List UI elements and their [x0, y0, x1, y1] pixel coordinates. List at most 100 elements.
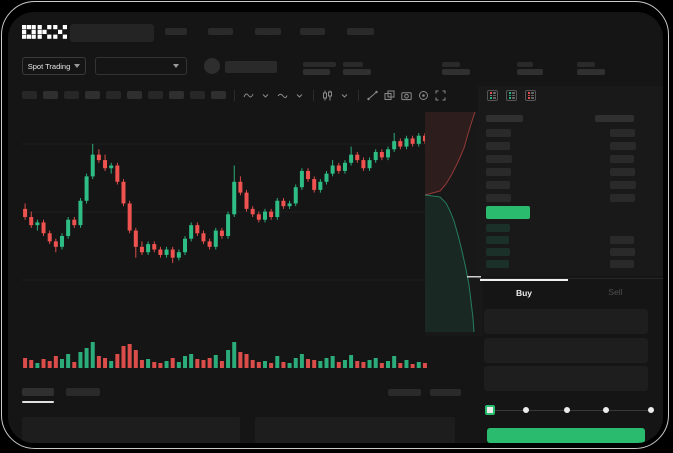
sell-tab-label: Sell	[608, 287, 623, 297]
ask-price[interactable]	[486, 194, 511, 202]
ask-price[interactable]	[486, 155, 512, 163]
bid-amount	[610, 260, 634, 268]
chevron-down-icon[interactable]	[260, 90, 271, 101]
compare-icon[interactable]	[384, 90, 395, 101]
active-tab-underline	[22, 401, 54, 403]
chevron-down-icon[interactable]	[294, 90, 305, 101]
timeframe-button-7[interactable]	[148, 91, 163, 99]
timeframe-button-6[interactable]	[127, 91, 142, 99]
market-type-selector[interactable]: Spot Trading	[22, 57, 86, 75]
bid-price[interactable]	[486, 248, 510, 256]
tab-buy[interactable]: Buy	[480, 279, 568, 305]
line-tool-icon[interactable]	[367, 90, 378, 101]
order-book-price-header	[486, 115, 523, 122]
timeframe-button-8[interactable]	[169, 91, 184, 99]
chart-toolbar	[22, 88, 446, 102]
trade-tabs: Buy Sell	[478, 278, 663, 305]
toolbar-divider	[234, 89, 235, 101]
timeframe-button-5[interactable]	[106, 91, 121, 99]
stat-label-2	[343, 62, 363, 67]
depth-chart	[424, 111, 482, 333]
chevron-down-icon	[74, 64, 81, 68]
ask-price[interactable]	[486, 168, 511, 176]
tab-sell[interactable]: Sell	[570, 279, 661, 305]
timeframe-button-3[interactable]	[64, 91, 79, 99]
bid-price[interactable]	[486, 224, 510, 232]
total-input[interactable]	[484, 366, 648, 391]
order-book-amount-header	[595, 115, 634, 122]
ask-amount	[610, 181, 636, 189]
bottom-panel-2	[255, 417, 455, 443]
book-bids-only-icon[interactable]	[506, 90, 517, 101]
stat-label-1	[303, 62, 336, 67]
slider-stop-2[interactable]	[523, 407, 529, 413]
nav-item-2[interactable]	[208, 28, 233, 35]
stat-value-3	[442, 69, 470, 75]
app-window: Spot Trading	[8, 12, 663, 443]
buy-submit-button[interactable]	[487, 428, 645, 443]
amount-slider-handle[interactable]	[485, 405, 495, 415]
timeframe-button-2[interactable]	[43, 91, 58, 99]
candlestick-chart[interactable]	[22, 108, 428, 340]
book-combined-icon[interactable]	[487, 90, 498, 101]
ask-amount	[610, 168, 635, 176]
ask-price[interactable]	[486, 129, 511, 137]
stat-label-5	[577, 62, 595, 67]
slider-stop-4[interactable]	[603, 407, 609, 413]
buy-tab-label: Buy	[515, 288, 533, 298]
camera-icon[interactable]	[401, 90, 412, 101]
amount-input[interactable]	[484, 338, 648, 363]
bottom-panel-1	[22, 417, 240, 443]
pair-selector-dropdown[interactable]	[95, 57, 187, 75]
indicator-wave-icon[interactable]	[243, 90, 254, 101]
slider-stop-3[interactable]	[564, 407, 570, 413]
pair-avatar	[204, 58, 220, 74]
price-input[interactable]	[484, 309, 648, 334]
timeframe-button-1[interactable]	[22, 91, 37, 99]
nav-item-4[interactable]	[300, 28, 325, 35]
depth-chart-panel	[424, 111, 483, 336]
ask-price[interactable]	[486, 181, 510, 189]
stat-label-4	[517, 62, 533, 67]
overlay-wave-icon[interactable]	[277, 90, 288, 101]
bottom-tab-1[interactable]	[22, 388, 54, 396]
trade-side-panel: Buy Sell	[478, 12, 663, 443]
nav-item-3[interactable]	[255, 28, 281, 35]
ask-amount	[610, 129, 635, 137]
nav-item-1[interactable]	[165, 28, 187, 35]
toolbar-divider	[313, 89, 314, 101]
bottom-action-2[interactable]	[430, 389, 461, 396]
toolbar-divider	[358, 89, 359, 101]
bid-price[interactable]	[486, 236, 509, 244]
ask-amount	[610, 142, 636, 150]
stat-value-5	[577, 69, 605, 75]
bid-price[interactable]	[486, 260, 509, 268]
search-input[interactable]	[70, 24, 154, 42]
nav-item-5[interactable]	[347, 28, 374, 35]
slider-stop-5[interactable]	[648, 407, 654, 413]
bottom-tab-2[interactable]	[66, 388, 100, 396]
okx-logo	[22, 25, 67, 39]
ask-price[interactable]	[486, 142, 510, 150]
settings-icon[interactable]	[418, 90, 429, 101]
stat-label-3	[442, 62, 460, 67]
chevron-down-icon[interactable]	[339, 90, 350, 101]
fullscreen-icon[interactable]	[435, 90, 446, 101]
candle-style-icon[interactable]	[322, 90, 333, 101]
amount-slider-track[interactable]	[489, 410, 654, 411]
ask-amount	[610, 155, 634, 163]
timeframe-button-9[interactable]	[190, 91, 205, 99]
timeframe-button-4[interactable]	[85, 91, 100, 99]
stat-value-1	[303, 69, 330, 75]
order-book-view-modes	[487, 90, 536, 101]
bid-amount	[610, 248, 635, 256]
timeframe-button-10[interactable]	[211, 91, 226, 99]
last-price-highlight	[486, 206, 530, 219]
market-type-label: Spot Trading	[27, 61, 71, 71]
book-asks-only-icon[interactable]	[525, 90, 536, 101]
bid-amount	[610, 236, 634, 244]
bottom-action-1[interactable]	[388, 389, 421, 396]
volume-chart	[23, 342, 427, 368]
